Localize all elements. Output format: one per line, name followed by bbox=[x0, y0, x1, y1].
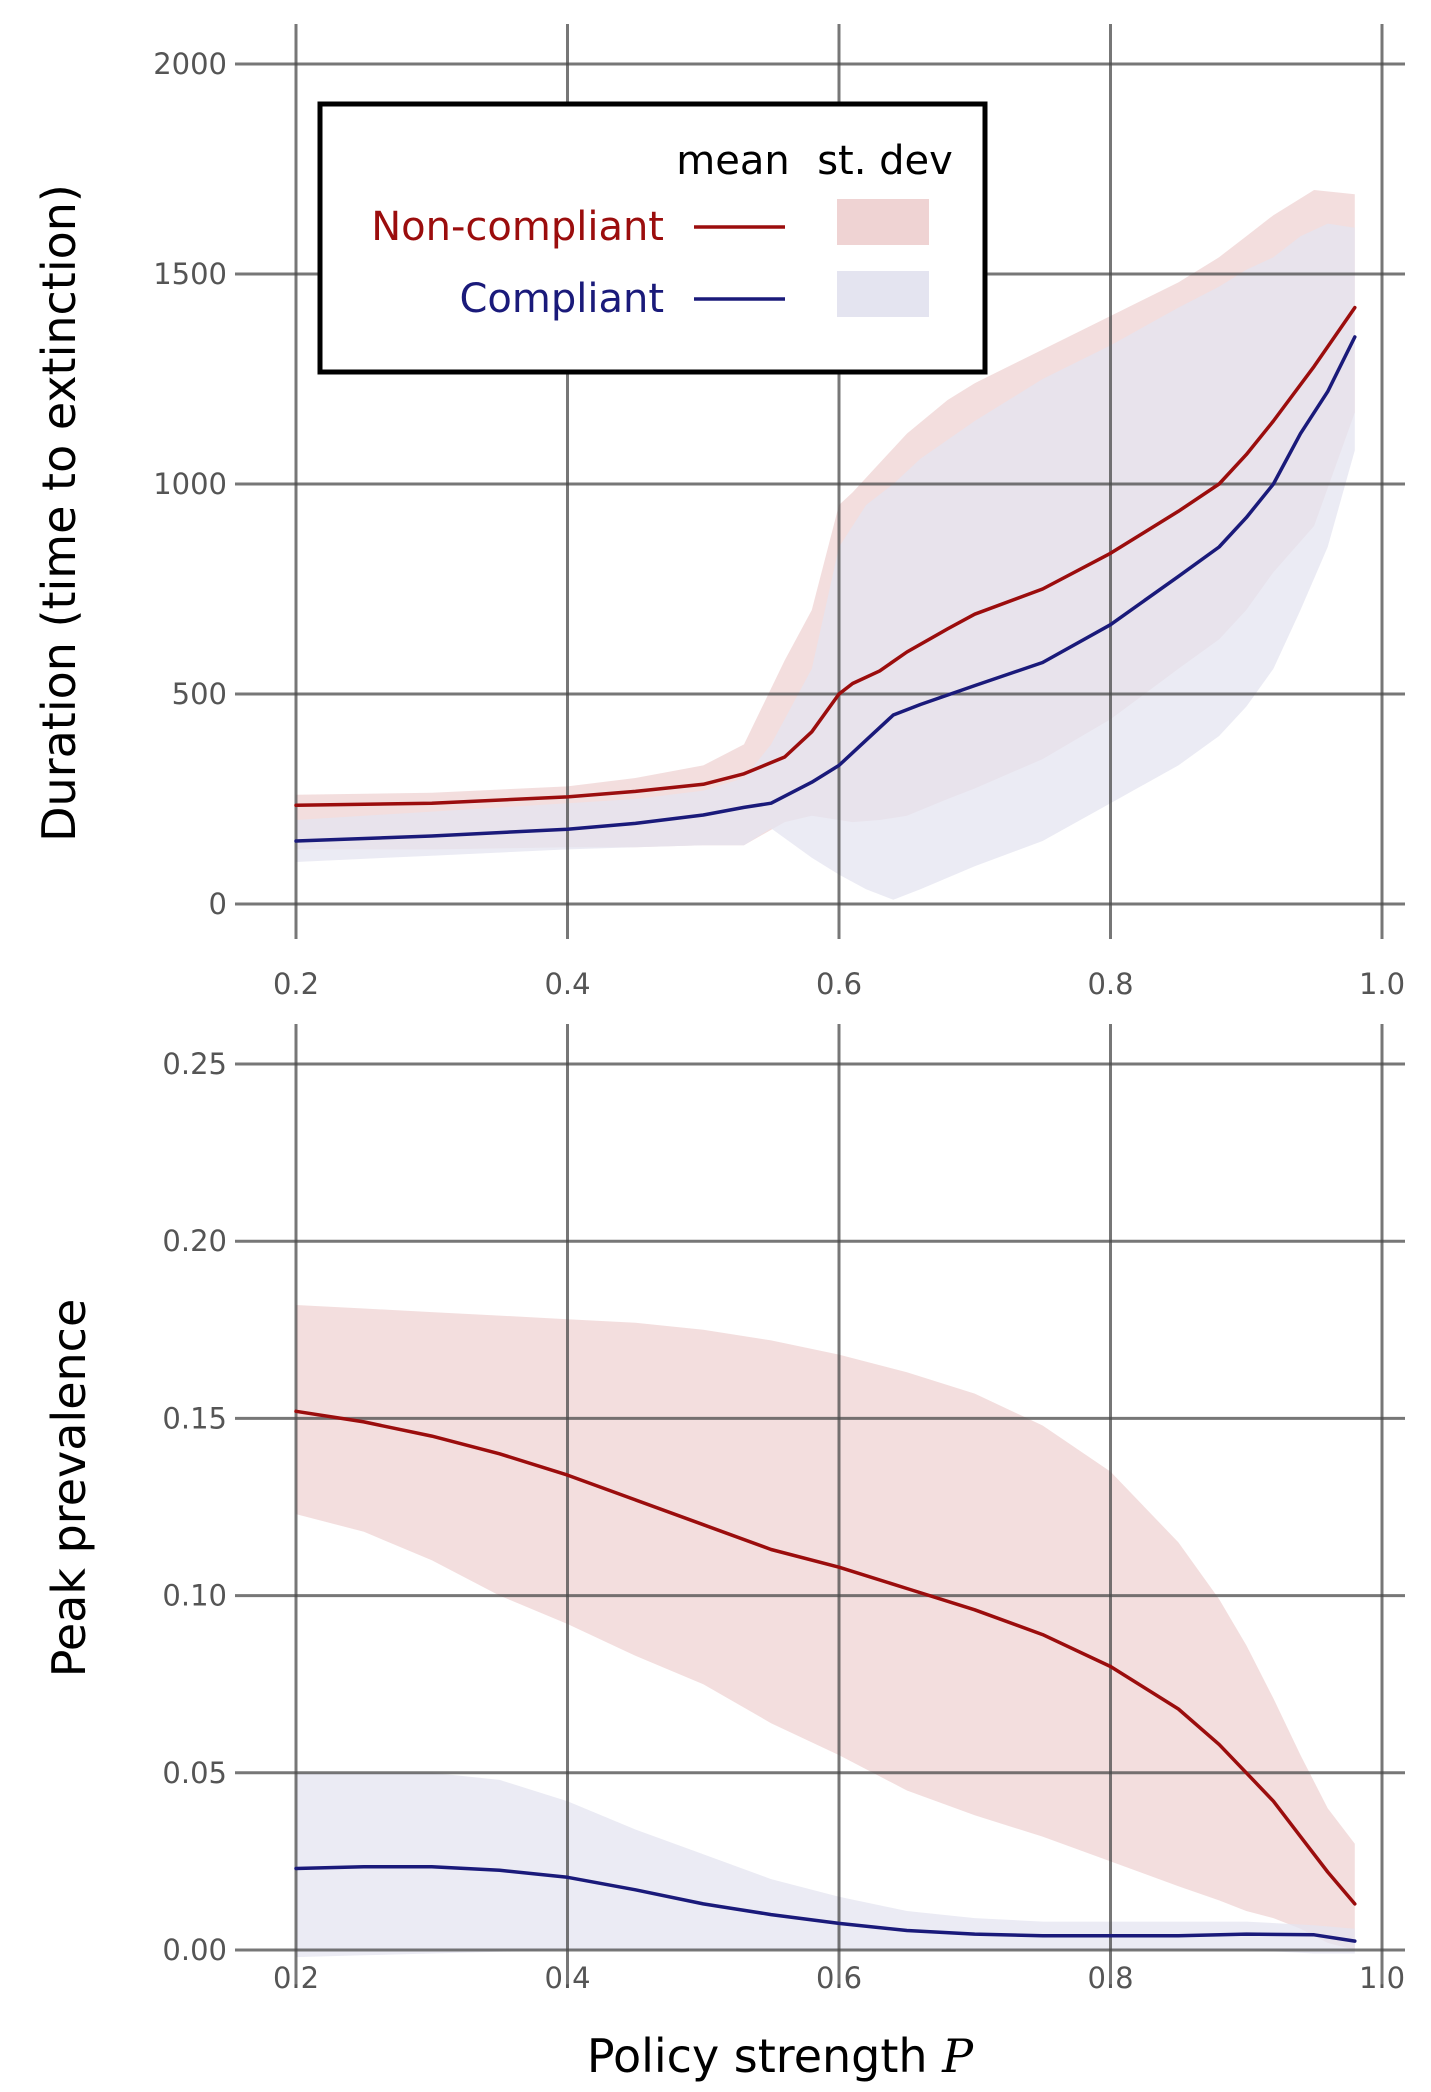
y-tick-label: 0.05 bbox=[162, 1756, 227, 1790]
legend-header-sd: st. dev bbox=[817, 138, 953, 184]
band-compliant bbox=[296, 1772, 1355, 1958]
line-non-compliant bbox=[294, 305, 1357, 808]
x-axis-title: Policy strength P bbox=[587, 2029, 974, 2083]
band-compliant bbox=[296, 223, 1355, 900]
y-tick-label: 0 bbox=[209, 887, 227, 921]
band-non-compliant bbox=[296, 1305, 1355, 1950]
legend-label-compliant: Compliant bbox=[459, 276, 664, 322]
y-axis-title: Duration (time to extinction) bbox=[32, 184, 86, 842]
line-compliant bbox=[294, 1864, 1357, 1943]
x-tick-label: 0.6 bbox=[816, 967, 862, 1001]
line-non-compliant bbox=[294, 1409, 1357, 1906]
x-tick-label: 0.4 bbox=[544, 1961, 590, 1995]
y-tick-label: 1000 bbox=[153, 467, 227, 501]
y-tick-label: 0.15 bbox=[162, 1401, 227, 1435]
legend-band-swatch bbox=[837, 271, 929, 317]
x-tick-label: 0.6 bbox=[816, 1961, 862, 1995]
y-tick-label: 500 bbox=[172, 677, 227, 711]
y-tick-label: 0.10 bbox=[162, 1579, 227, 1613]
x-tick-label: 0.2 bbox=[273, 1961, 319, 1995]
x-tick-label: 0.8 bbox=[1087, 1961, 1133, 1995]
duration-panel: 0 500 1000 1500 2000 0.2 0.4 0.6 0.8 1.0 Duration … bbox=[32, 24, 1405, 1001]
y-tick-label: 1500 bbox=[153, 257, 227, 291]
y-axis-title: Peak prevalence bbox=[42, 1299, 96, 1678]
line-compliant bbox=[294, 335, 1357, 843]
x-tick-label: 1.0 bbox=[1359, 967, 1405, 1001]
peak-prevalence-panel: 0.00 0.05 0.10 0.15 0.20 0.25 0.2 0.4 0.6 0.8 1.0 P… bbox=[42, 1024, 1405, 2083]
y-tick-label: 2000 bbox=[153, 47, 227, 81]
legend-label-non-compliant: Non-compliant bbox=[371, 204, 664, 250]
y-tick-label: 0.00 bbox=[162, 1933, 227, 1967]
x-tick-label: 1.0 bbox=[1359, 1961, 1405, 1995]
x-tick-label: 0.4 bbox=[544, 967, 590, 1001]
legend-band-swatch bbox=[837, 199, 929, 245]
y-tick-label: 0.20 bbox=[162, 1224, 227, 1258]
y-tick-label: 0.25 bbox=[162, 1047, 227, 1081]
x-tick-label: 0.8 bbox=[1087, 967, 1133, 1001]
legend-header-mean: mean bbox=[676, 138, 789, 184]
legend: mean st. dev Non-compliant Compliant bbox=[317, 101, 988, 375]
x-tick-label: 0.2 bbox=[273, 967, 319, 1001]
